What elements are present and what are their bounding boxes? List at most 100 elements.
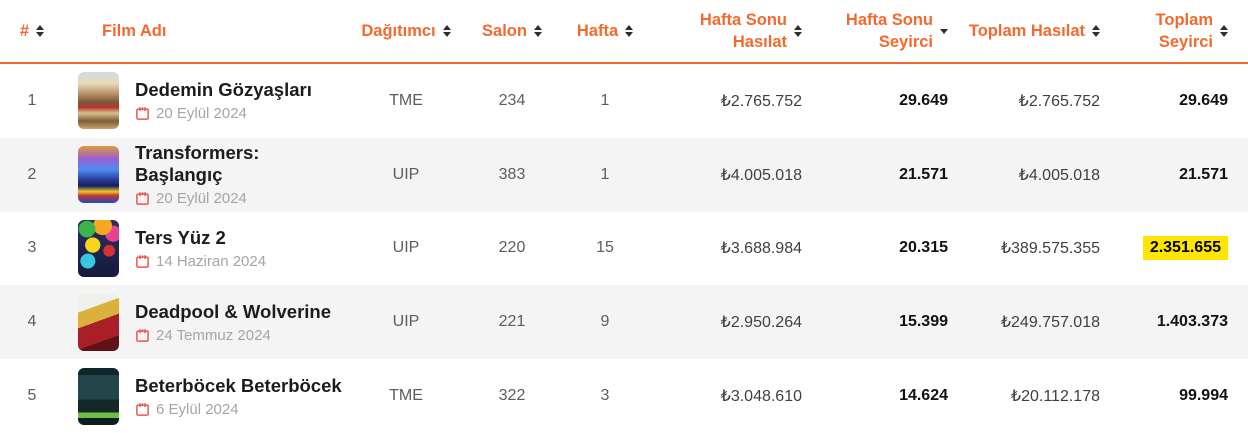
table-row: 3 Ters Yüz 2 14 Haziran 2024 UIP 220 15 … <box>0 211 1248 286</box>
release-date-text: 24 Temmuz 2024 <box>156 326 271 344</box>
header-salon[interactable]: Salon <box>464 20 560 42</box>
toplam-seyirci-value: 1.403.373 <box>1156 313 1228 331</box>
hafta-sonu-seyirci-value: 20.315 <box>899 239 948 257</box>
table-row: 4 Deadpool & Wolverine 24 Temmuz 2024 UI… <box>0 285 1248 360</box>
header-rank-label: # <box>19 21 30 40</box>
release-date-text: 6 Eylül 2024 <box>156 400 239 418</box>
calendar-icon <box>136 402 149 416</box>
header-hafta-sonu-seyirci[interactable]: Hafta Sonu Seyirci <box>802 9 948 54</box>
hafta-sonu-hasilat-value: ₺3.688.984 <box>720 240 802 258</box>
toplam-hasilat-value: ₺20.112.178 <box>1010 388 1100 406</box>
film-poster[interactable] <box>78 72 119 130</box>
toplam-hasilat-value: ₺2.765.752 <box>1018 92 1100 110</box>
sort-icon <box>1220 24 1228 38</box>
hafta-value: 15 <box>596 239 614 257</box>
table-row: 5 Beterböcek Beterböcek 6 Eylül 2024 TME… <box>0 359 1248 433</box>
film-title-link[interactable]: Ters Yüz 2 <box>135 226 226 248</box>
release-date: 6 Eylül 2024 <box>135 401 342 418</box>
table-row: 1 Dedemin Gözyaşları 20 Eylül 2024 TME 2… <box>0 64 1248 138</box>
film-title-link[interactable]: Beterböcek Beterböcek <box>135 374 342 396</box>
header-film-adi[interactable]: Film Adı <box>64 20 348 42</box>
sort-icon <box>36 24 45 38</box>
header-hafta-sonu-seyirci-label: Hafta Sonu Seyirci <box>845 10 933 51</box>
salon-value: 220 <box>498 239 526 257</box>
calendar-icon <box>136 192 149 206</box>
release-date: 14 Haziran 2024 <box>135 253 266 270</box>
film-title-link[interactable]: Dedemin Gözyaşları <box>135 79 312 101</box>
header-rank[interactable]: # <box>0 20 64 42</box>
salon-value: 322 <box>498 387 526 405</box>
rank-value: 3 <box>27 239 37 257</box>
header-toplam-hasilat[interactable]: Toplam Hasılat <box>948 20 1100 42</box>
hafta-sonu-hasilat-value: ₺2.950.264 <box>720 314 802 332</box>
header-film-adi-label: Film Adı <box>102 21 167 40</box>
calendar-icon <box>136 107 149 121</box>
sort-icon <box>1092 24 1100 38</box>
sort-desc-icon <box>940 28 948 34</box>
hafta-sonu-seyirci-value: 14.624 <box>899 387 948 405</box>
salon-value: 221 <box>498 313 526 331</box>
release-date-text: 20 Eylül 2024 <box>156 105 247 123</box>
hafta-value: 3 <box>600 387 610 405</box>
salon-value: 383 <box>498 165 526 183</box>
film-poster[interactable] <box>78 367 119 425</box>
film-cell: Dedemin Gözyaşları 20 Eylül 2024 <box>64 72 348 130</box>
hafta-sonu-seyirci-value: 21.571 <box>899 165 948 183</box>
film-title-link[interactable]: Transformers: Başlangıç <box>135 142 260 186</box>
film-poster[interactable] <box>78 293 119 351</box>
hafta-sonu-seyirci-value: 15.399 <box>899 313 948 331</box>
rank-value: 1 <box>27 91 37 109</box>
header-toplam-seyirci-label: Toplam Seyirci <box>1155 10 1213 51</box>
release-date: 20 Eylül 2024 <box>135 105 312 122</box>
film-poster[interactable] <box>78 146 119 204</box>
sort-icon <box>794 24 802 38</box>
header-hafta-label: Hafta <box>576 21 619 40</box>
table-header-row: # Film Adı Dağıtımcı Salon Hafta Hafta S… <box>0 0 1248 64</box>
sort-icon <box>533 24 542 38</box>
calendar-icon <box>136 255 149 268</box>
toplam-seyirci-value: 21.571 <box>1179 165 1228 183</box>
header-toplam-seyirci[interactable]: Toplam Seyirci <box>1100 9 1228 54</box>
toplam-hasilat-value: ₺4.005.018 <box>1018 166 1100 184</box>
header-salon-label: Salon <box>482 21 527 40</box>
hafta-value: 1 <box>600 91 610 109</box>
header-hafta-sonu-hasilat[interactable]: Hafta Sonu Hasılat <box>650 9 802 54</box>
toplam-hasilat-value: ₺389.575.355 <box>1000 240 1100 258</box>
salon-value: 234 <box>498 91 526 109</box>
toplam-seyirci-value: 99.994 <box>1179 387 1228 405</box>
rank-value: 4 <box>27 313 37 331</box>
highlighted-value: 2.351.655 <box>1142 236 1228 261</box>
film-cell: Deadpool & Wolverine 24 Temmuz 2024 <box>64 293 348 351</box>
calendar-icon <box>136 329 149 342</box>
dagitimci-value: UIP <box>392 165 420 183</box>
toplam-seyirci-value: 2.351.655 <box>1100 236 1228 261</box>
film-cell: Transformers: Başlangıç 20 Eylül 2024 <box>64 142 348 207</box>
header-hafta[interactable]: Hafta <box>560 20 650 42</box>
header-toplam-hasilat-label: Toplam Hasılat <box>968 21 1085 40</box>
dagitimci-value: UIP <box>392 239 420 257</box>
release-date-text: 20 Eylül 2024 <box>156 190 247 208</box>
dagitimci-value: TME <box>389 91 423 109</box>
table-row: 2 Transformers: Başlangıç 20 Eylül 2024 … <box>0 137 1248 212</box>
film-cell: Ters Yüz 2 14 Haziran 2024 <box>64 219 348 277</box>
release-date: 20 Eylül 2024 <box>135 190 348 207</box>
hafta-value: 9 <box>600 313 610 331</box>
header-hafta-sonu-hasilat-label: Hafta Sonu Hasılat <box>699 10 787 51</box>
rank-value: 2 <box>27 165 37 183</box>
release-date-text: 14 Haziran 2024 <box>156 252 267 270</box>
hafta-sonu-hasilat-value: ₺4.005.018 <box>720 166 802 184</box>
dagitimci-value: TME <box>389 387 423 405</box>
header-dagitimci[interactable]: Dağıtımcı <box>348 20 464 42</box>
sort-icon <box>625 24 634 38</box>
film-title-link[interactable]: Deadpool & Wolverine <box>135 300 331 322</box>
film-cell: Beterböcek Beterböcek 6 Eylül 2024 <box>64 367 348 425</box>
toplam-hasilat-value: ₺249.757.018 <box>1000 314 1100 332</box>
film-poster[interactable] <box>78 219 119 277</box>
hafta-value: 1 <box>600 165 610 183</box>
header-dagitimci-label: Dağıtımcı <box>361 21 436 40</box>
hafta-sonu-hasilat-value: ₺3.048.610 <box>720 388 802 406</box>
sort-icon <box>442 24 451 38</box>
toplam-seyirci-value: 29.649 <box>1179 91 1228 109</box>
hafta-sonu-hasilat-value: ₺2.765.752 <box>720 92 802 110</box>
